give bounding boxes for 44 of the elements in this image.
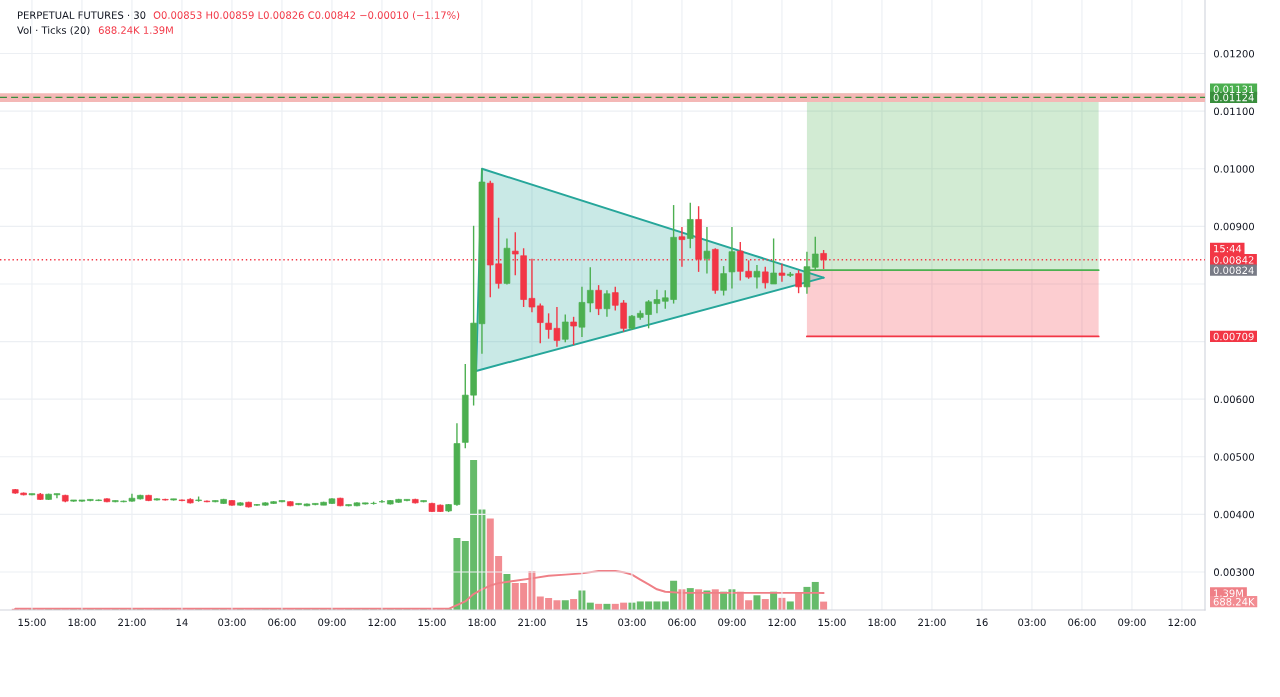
x-tick-label: 21:00 <box>518 618 546 627</box>
y-tick-label: 0.00709 <box>1213 332 1254 341</box>
y-tick-label: 0.00824 <box>1213 266 1254 275</box>
y-tick-label: 0.01100 <box>1213 107 1255 116</box>
x-tick-label: 03:00 <box>618 618 646 627</box>
x-tick-label: 12:00 <box>368 618 396 627</box>
y-tick-label: 0.00300 <box>1213 568 1255 576</box>
x-tick-label: 15:00 <box>18 618 46 627</box>
x-tick-label: 14 <box>176 618 188 626</box>
x-tick-label: 12:00 <box>1168 618 1196 627</box>
y-tick-label: 0.00900 <box>1213 222 1255 231</box>
x-tick-label: 15:00 <box>818 618 846 627</box>
y-tick-label: 0.00842 <box>1213 256 1254 264</box>
x-tick-label: 18:00 <box>68 618 96 627</box>
y-tick-label: 0.01000 <box>1213 165 1255 173</box>
x-tick-label: 16 <box>976 618 988 627</box>
x-tick-label: 15 <box>576 618 588 627</box>
x-tick-label: 06:00 <box>668 618 696 627</box>
y-tick-label: 0.01124 <box>1213 93 1254 102</box>
text: PERPETUAL FUTURES · 30 <box>17 11 146 19</box>
chart-title: Vol · Ticks (20) <box>17 26 90 36</box>
x-tick-label: 09:00 <box>318 618 346 627</box>
y-tick-label: 0.00500 <box>1213 453 1255 461</box>
x-tick-label: 06:00 <box>268 618 296 627</box>
text: 1.39M <box>1214 589 1243 597</box>
band-label: 0.01131 <box>1213 85 1254 94</box>
x-tick-label: 03:00 <box>218 618 246 627</box>
x-tick-label: 12:00 <box>768 618 796 627</box>
x-tick-label: 03:00 <box>1018 618 1046 627</box>
text: 688.24K <box>1213 597 1255 606</box>
y-tick-label: 0.01200 <box>1213 49 1255 58</box>
x-tick-label: 18:00 <box>868 618 896 627</box>
text: O0.00853 H0.00859 L0.00826 C0.00842 −0.00010 (−1.17%) <box>153 11 460 21</box>
y-tick-label: 0.00600 <box>1213 395 1255 404</box>
x-tick-label: 06:00 <box>1068 618 1096 627</box>
x-tick-label: 09:00 <box>1118 618 1146 627</box>
annotation: 688.24K 1.39M <box>98 26 173 34</box>
y-tick-label: 0.00400 <box>1213 510 1255 519</box>
x-tick-label: 21:00 <box>918 618 946 627</box>
x-tick-label: 15:00 <box>418 618 446 627</box>
x-tick-label: 09:00 <box>718 618 746 627</box>
x-tick-label: 21:00 <box>118 618 146 627</box>
x-tick-label: 18:00 <box>468 618 496 627</box>
text: 15:44 <box>1214 244 1242 253</box>
